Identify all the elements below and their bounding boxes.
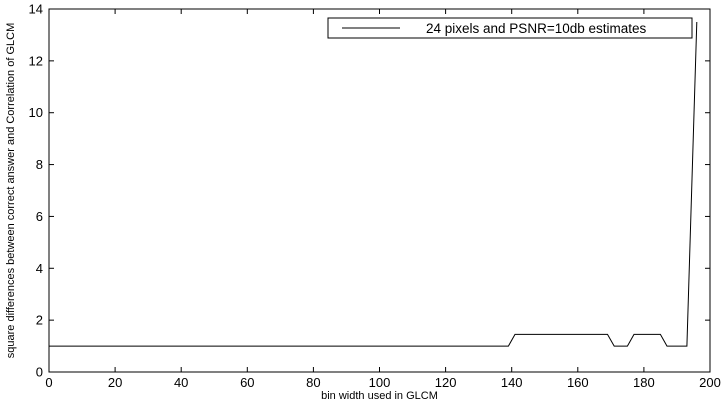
y-axis-label: square differences between correct answe… (5, 23, 17, 358)
legend-box (327, 17, 693, 39)
x-tick-label: 20 (108, 375, 122, 390)
legend-entry-label: 24 pixels and PSNR=10db estimates (426, 21, 647, 36)
x-tick-label: 180 (633, 375, 655, 390)
y-tick-label: 10 (29, 105, 43, 120)
x-tick-label: 0 (45, 375, 52, 390)
y-tick-label: 2 (36, 313, 43, 328)
y-tick-label: 14 (29, 2, 43, 17)
y-tick-label: 4 (36, 261, 43, 276)
x-tick-label: 140 (501, 375, 523, 390)
x-axis-label: bin width used in GLCM (321, 390, 438, 402)
y-tick-label: 0 (36, 365, 43, 380)
x-tick-label: 80 (306, 375, 320, 390)
y-tick-label: 8 (36, 157, 43, 172)
plot-frame (48, 8, 711, 373)
x-tick-label: 100 (369, 375, 391, 390)
series-line (49, 21, 698, 347)
plot-border (48, 8, 711, 373)
x-tick-label: 120 (435, 375, 457, 390)
y-axis-ticks: 0 2 4 6 8 10 12 14 (29, 2, 710, 380)
y-tick-label: 6 (36, 209, 43, 224)
legend: 24 pixels and PSNR=10db estimates (327, 17, 693, 39)
x-axis-ticks: 0 20 40 60 80 100 120 140 160 180 200 (45, 9, 721, 390)
x-tick-label: 40 (174, 375, 188, 390)
x-tick-label: 160 (567, 375, 589, 390)
x-tick-label: 200 (699, 375, 721, 390)
series-layer (49, 21, 698, 347)
y-tick-label: 12 (29, 53, 43, 68)
x-tick-label: 60 (240, 375, 254, 390)
